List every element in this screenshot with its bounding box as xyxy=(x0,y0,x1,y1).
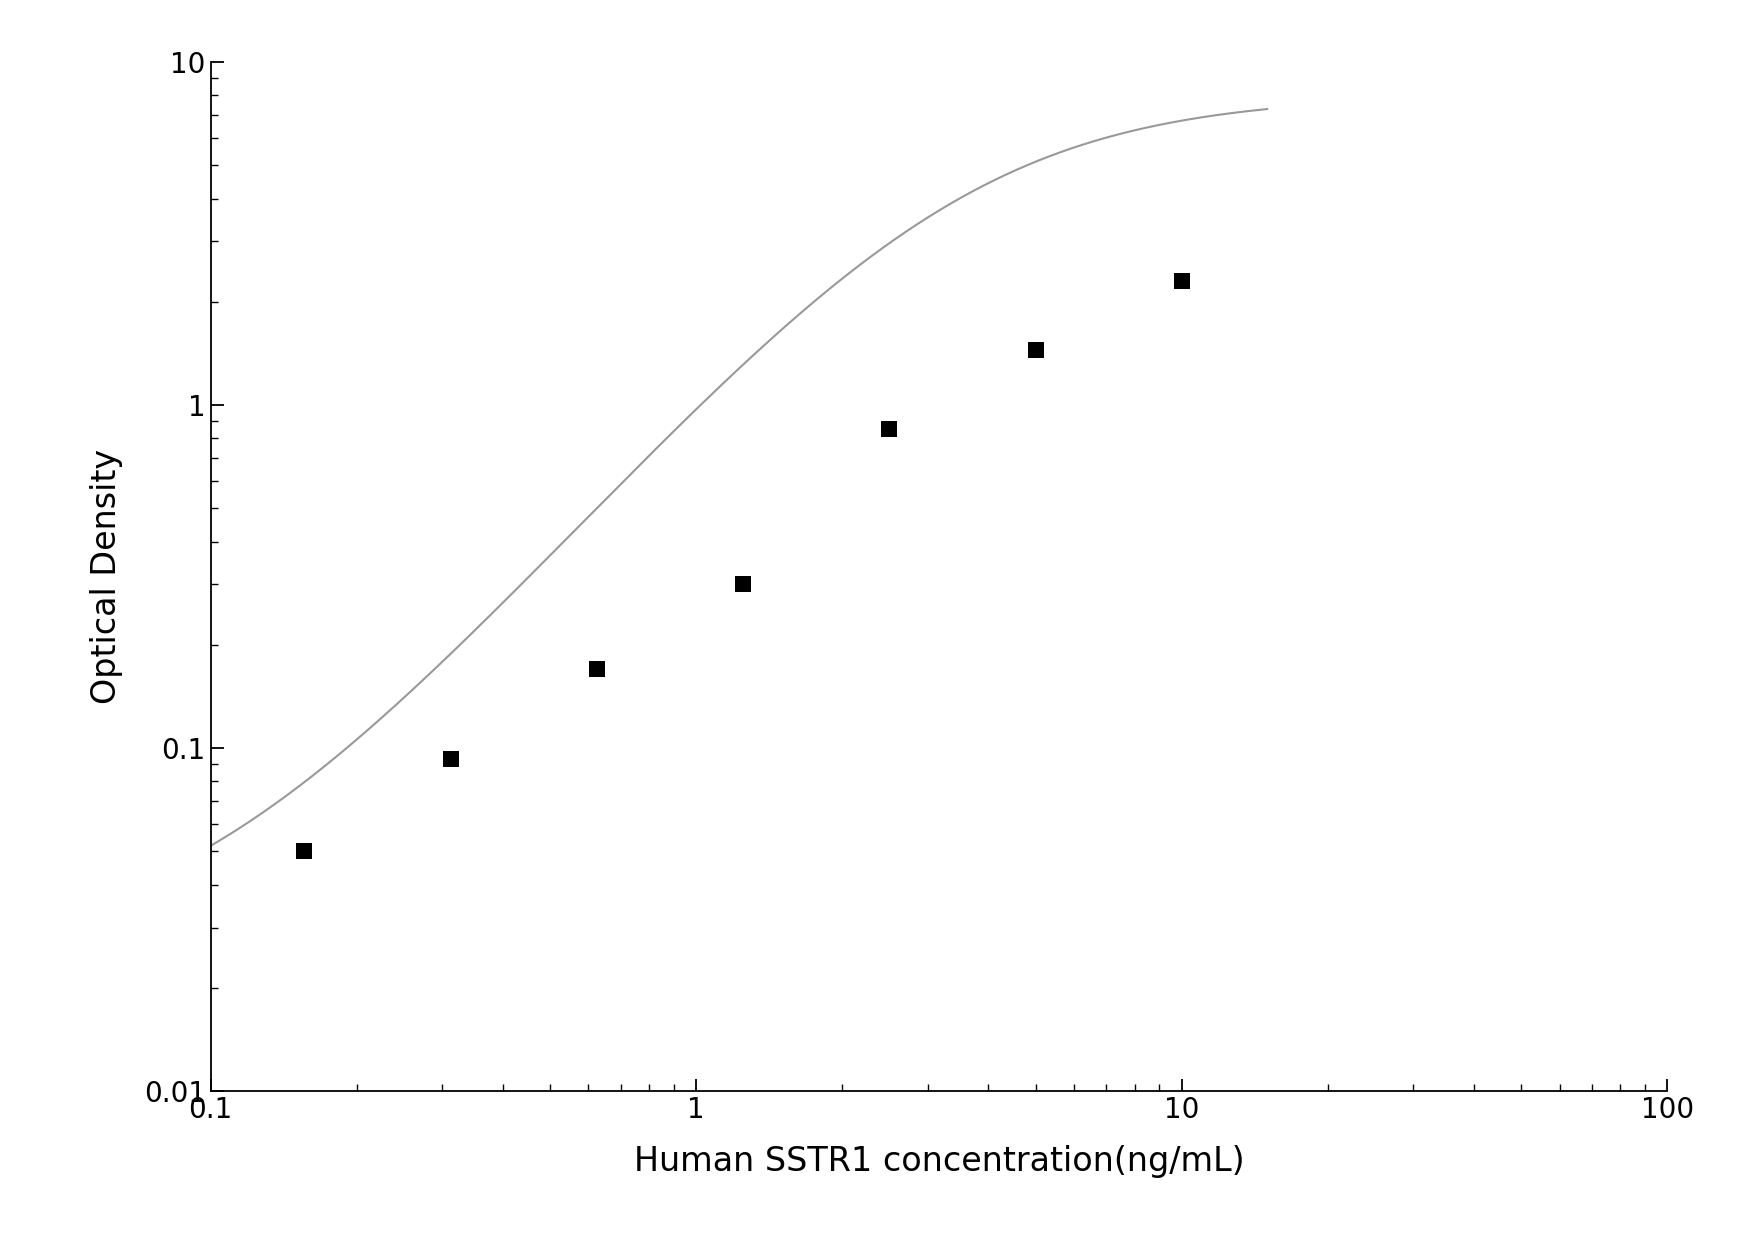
Point xyxy=(583,660,611,680)
Point xyxy=(437,749,465,769)
Point xyxy=(1021,340,1049,360)
Y-axis label: Optical Density: Optical Density xyxy=(90,449,123,704)
Point xyxy=(876,419,904,439)
X-axis label: Human SSTR1 concentration(ng/mL): Human SSTR1 concentration(ng/mL) xyxy=(634,1145,1244,1178)
Point xyxy=(1167,272,1195,291)
Point xyxy=(290,842,318,862)
Point xyxy=(728,574,756,594)
